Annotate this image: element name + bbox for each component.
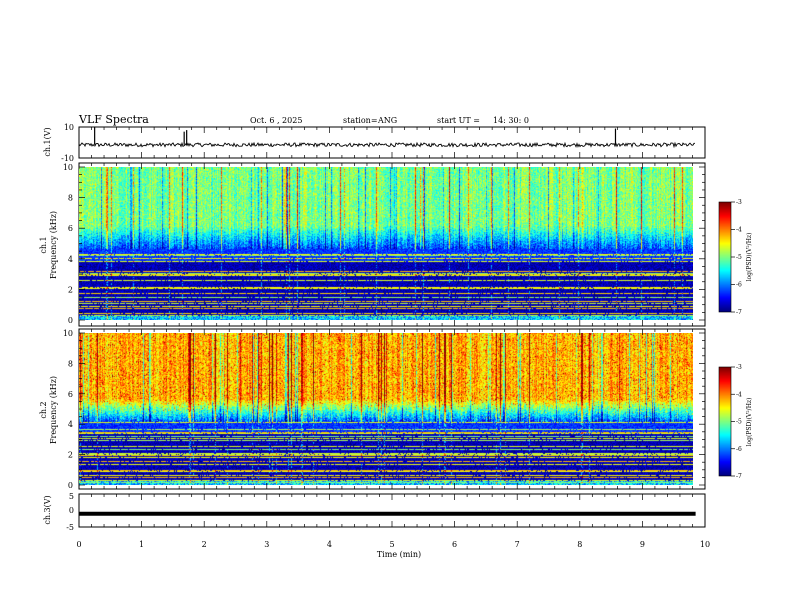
x-tick-label: 9 (640, 540, 645, 549)
ch2-spec-ylabel-2: Frequency (kHz) (49, 376, 58, 444)
start-time-value: 14: 30: 0 (493, 116, 529, 125)
ch3-ylabel: ch.3(V) (43, 495, 52, 524)
y-tick-label: 10 (63, 163, 73, 172)
ch1-colorbar-label: log(PSD)(V²/Hz) (746, 233, 753, 282)
colorbar-tick-label: -3 (736, 364, 742, 371)
ch2-colorbar-label: log(PSD)(V²/Hz) (746, 398, 753, 447)
ch2-spectrogram-panel: 0 2 4 6 8 10 ch.2 Frequency (kHz) (39, 328, 706, 490)
ch1-waveform-panel: 10 -10 ch.1(V) (43, 123, 706, 163)
colorbar-tick-label: -5 (736, 254, 742, 261)
x-tick-label: 1 (139, 540, 144, 549)
x-tick-label: 0 (76, 540, 81, 549)
colorbar-tick-label: -3 (736, 199, 742, 206)
x-tick-label: 2 (202, 540, 207, 549)
colorbar-tick-label: -7 (736, 473, 742, 480)
ch1-ytick-top: 10 (64, 123, 74, 132)
ch1-spec-ylabel-2: Frequency (kHz) (49, 211, 58, 279)
x-tick-label: 4 (327, 540, 332, 549)
ch3-ytick-mid: 0 (69, 506, 74, 515)
y-tick-label: 2 (68, 285, 73, 294)
ch1-colorbar: -3 -4 -5 -6 -7 log(PSD)(V²/Hz) (718, 199, 753, 316)
ch2-colorbar-gradient (719, 367, 731, 476)
y-tick-label: 0 (68, 481, 73, 490)
colorbar-tick-label: -7 (736, 309, 742, 316)
station-value: ANG (377, 116, 397, 125)
x-tick-label: 5 (389, 540, 394, 549)
ch1-spectrogram-image (79, 167, 693, 320)
ch1-ylabel: ch.1(V) (43, 127, 52, 156)
ch1-ytick-bottom: -10 (61, 154, 74, 163)
ch3-waveform-panel: 5 0 -5 ch.3(V) (43, 492, 706, 532)
colorbar-tick-label: -6 (736, 446, 742, 453)
y-tick-label: 2 (68, 451, 73, 460)
x-tick-label: 6 (452, 540, 457, 549)
y-tick-label: 6 (68, 390, 73, 399)
ch1-trace (78, 141, 696, 149)
x-axis-label: Time (min) (377, 550, 421, 559)
x-tick-label: 10 (700, 540, 710, 549)
y-tick-label: 10 (63, 329, 73, 338)
colorbar-tick-label: -6 (736, 282, 742, 289)
ch3-ytick-bottom: -5 (66, 523, 74, 532)
ch1-colorbar-gradient (719, 202, 731, 312)
date-label: Oct. 6 , 2025 (250, 116, 302, 125)
x-axis: 0 1 2 3 4 5 6 7 8 9 10 (76, 540, 710, 549)
y-tick-label: 6 (68, 224, 73, 233)
y-tick-label: 8 (68, 194, 73, 203)
colorbar-tick-label: -5 (736, 419, 742, 426)
colorbar-tick-label: -4 (736, 227, 742, 234)
x-tick-label: 8 (577, 540, 582, 549)
ch2-colorbar: -3 -4 -5 -6 -7 log(PSD)(V²/Hz) (718, 364, 753, 480)
y-tick-label: 8 (68, 359, 73, 368)
figure-title: VLF Spectra (78, 113, 149, 126)
ch1-spectrogram-panel: 0 2 4 6 8 10 ch.1 Frequency (kHz) (39, 162, 706, 327)
ch2-spec-ylabel-1: ch.2 (39, 401, 48, 418)
y-tick-label: 4 (68, 420, 73, 429)
station-label: station= (343, 116, 378, 125)
y-tick-label: 0 (68, 316, 73, 325)
ch1-spec-ylabel-1: ch.1 (39, 236, 48, 253)
x-tick-label: 7 (515, 540, 520, 549)
start-label: start UT = (437, 116, 480, 125)
y-tick-label: 4 (68, 255, 73, 264)
ch3-ytick-top: 5 (69, 492, 74, 501)
ch2-spectrogram-image (79, 333, 693, 485)
x-tick-label: 3 (264, 540, 269, 549)
colorbar-tick-label: -4 (736, 391, 742, 398)
